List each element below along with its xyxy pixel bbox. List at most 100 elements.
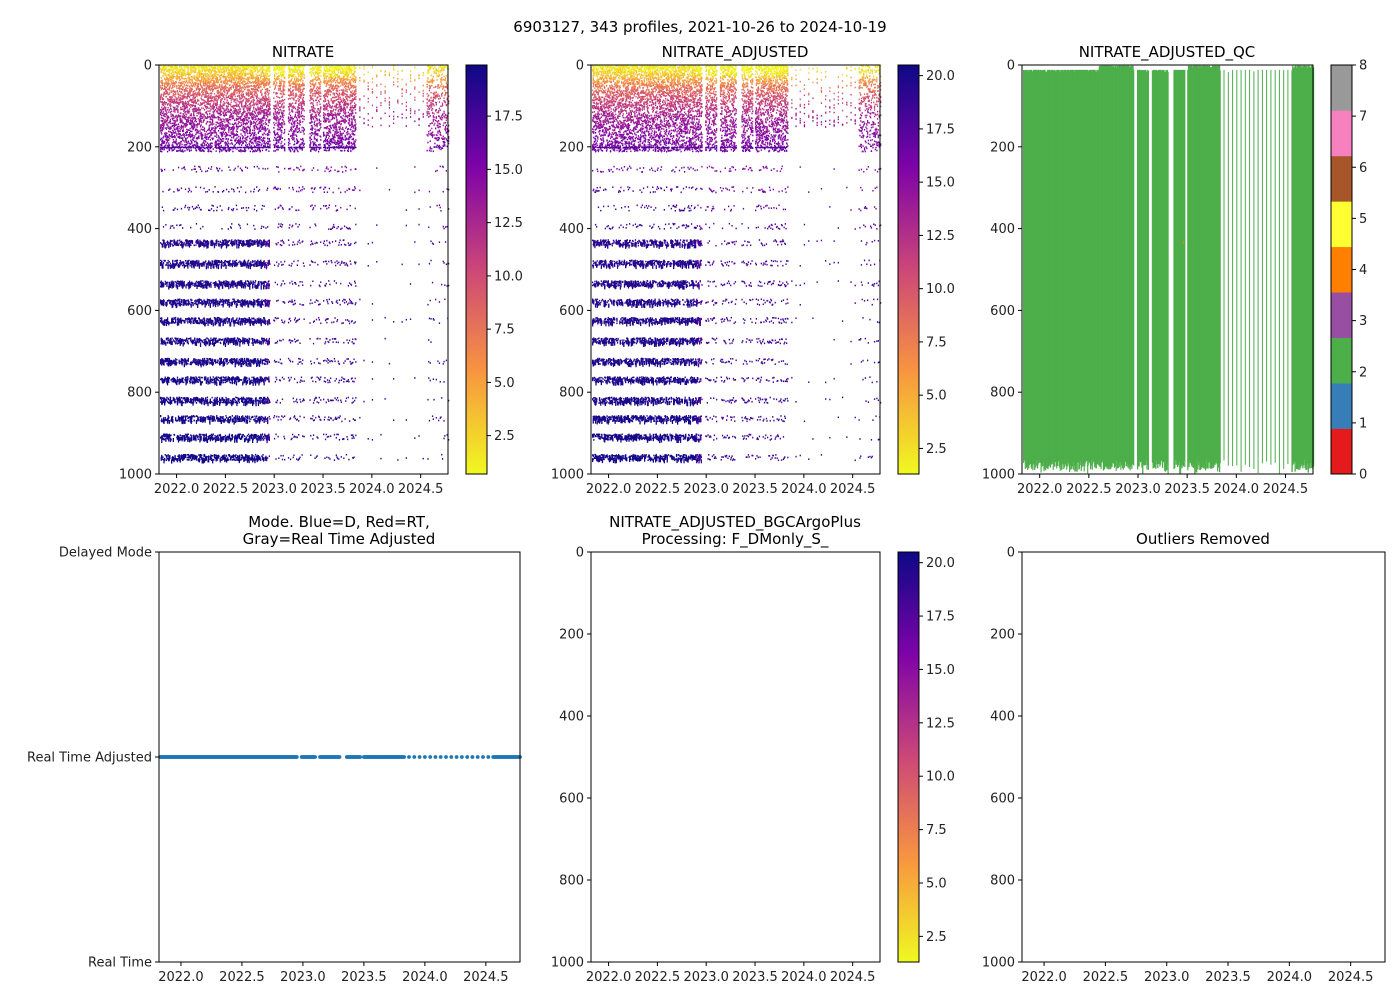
data-point <box>202 88 204 90</box>
data-point <box>163 70 165 73</box>
data-point <box>208 167 210 170</box>
data-point <box>194 124 196 127</box>
data-point <box>215 97 217 100</box>
data-point <box>206 170 209 172</box>
data-point <box>164 398 166 403</box>
data-point <box>212 137 214 140</box>
data-point <box>167 81 169 83</box>
data-point <box>183 415 185 418</box>
data-point <box>183 359 185 361</box>
data-point <box>195 171 198 173</box>
data-point <box>189 127 191 130</box>
data-point <box>221 300 223 303</box>
data-point <box>191 81 194 84</box>
data-point <box>168 111 170 113</box>
data-point <box>175 72 177 74</box>
data-point <box>187 433 189 436</box>
data-point <box>194 76 196 78</box>
data-point <box>221 88 223 91</box>
data-point <box>172 89 174 92</box>
data-point <box>184 304 186 306</box>
data-point <box>224 82 226 84</box>
data-point <box>180 71 182 73</box>
data-point <box>225 94 227 97</box>
data-point <box>212 455 214 457</box>
data-point <box>172 69 174 72</box>
data-point <box>195 317 197 320</box>
data-point <box>188 79 190 81</box>
data-point <box>162 417 165 422</box>
data-point <box>180 72 183 75</box>
data-point <box>212 320 214 323</box>
data-point <box>210 302 212 305</box>
data-point <box>197 74 199 77</box>
data-point <box>223 280 225 283</box>
data-point <box>176 188 179 190</box>
data-point <box>169 342 171 344</box>
data-point <box>160 262 162 267</box>
data-point <box>190 94 192 97</box>
data-point <box>162 340 165 343</box>
data-point <box>167 415 169 417</box>
data-point <box>162 112 164 114</box>
data-point <box>195 133 197 136</box>
data-point <box>165 378 168 380</box>
data-point <box>165 111 168 113</box>
data-point <box>160 396 162 399</box>
data-point <box>162 456 164 458</box>
data-point <box>174 106 176 109</box>
data-point <box>184 80 186 82</box>
data-point <box>223 112 225 114</box>
data-point <box>220 99 222 102</box>
data-point <box>182 241 184 244</box>
data-point <box>210 457 213 460</box>
data-point <box>186 141 188 143</box>
data-point <box>183 282 185 284</box>
data-point <box>198 107 200 109</box>
data-point <box>213 106 216 108</box>
data-point <box>214 87 217 89</box>
data-point <box>204 101 206 103</box>
data-point <box>173 86 176 88</box>
data-point <box>175 458 177 460</box>
data-point <box>163 148 165 150</box>
data-point <box>210 81 212 83</box>
data-point <box>210 339 212 342</box>
data-point <box>221 399 223 401</box>
data-point <box>212 376 214 378</box>
data-point <box>161 117 163 120</box>
data-point <box>166 147 168 150</box>
data-point <box>166 91 169 94</box>
data-point <box>182 401 184 404</box>
data-point <box>191 260 193 263</box>
data-point <box>170 75 172 77</box>
data-point <box>182 299 184 304</box>
data-point <box>177 92 180 94</box>
data-point <box>164 72 166 75</box>
data-point <box>216 376 218 378</box>
data-point <box>174 129 176 131</box>
data-point <box>174 341 176 344</box>
data-point <box>161 106 163 109</box>
data-point <box>199 359 201 361</box>
data-point <box>162 72 165 75</box>
data-point <box>172 419 174 424</box>
data-point <box>173 106 175 109</box>
data-point <box>166 91 168 93</box>
data-point <box>160 359 162 361</box>
data-point <box>220 119 222 121</box>
data-point <box>184 74 187 76</box>
data-point <box>185 264 187 267</box>
data-point <box>218 119 220 121</box>
data-point <box>214 434 216 437</box>
data-point <box>224 102 226 105</box>
data-point <box>199 433 202 436</box>
data-point <box>179 73 181 75</box>
data-point <box>195 381 197 384</box>
data-point <box>164 145 166 148</box>
data-point <box>161 71 163 73</box>
panel-title-mode-line1: Mode. Blue=D, Red=RT, <box>248 513 430 531</box>
data-point <box>185 376 187 381</box>
data-point <box>161 82 163 85</box>
data-point <box>162 226 165 228</box>
